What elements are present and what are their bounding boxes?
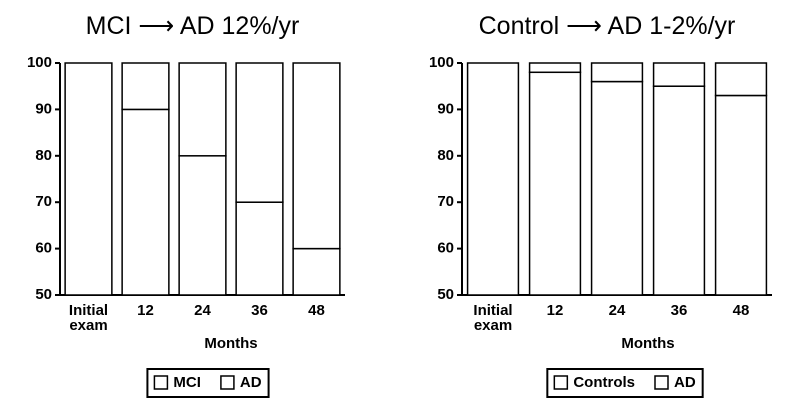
bar-segment (590, 62, 644, 83)
x-tick-label: Initial exam (473, 302, 512, 334)
y-tick-label: 50 (437, 286, 454, 303)
y-tick-label: 70 (35, 193, 52, 210)
bar-segment (121, 62, 170, 111)
legend: MCI AD (146, 368, 270, 398)
x-tick-label: 12 (137, 302, 154, 319)
bar-segment (292, 62, 341, 250)
x-tick-label: 48 (733, 302, 750, 319)
legend-swatch (553, 375, 569, 390)
legend-box (546, 368, 704, 398)
x-tick-label: 24 (609, 302, 626, 319)
x-axis-label: Months (621, 335, 674, 352)
bar-segment (590, 80, 644, 296)
bar-segment (714, 62, 768, 97)
x-tick-label: Initial exam (69, 302, 108, 334)
bar-segment (292, 247, 341, 296)
y-tick-label: 50 (35, 286, 52, 303)
x-tick-label: 36 (251, 302, 268, 319)
bar-segment (235, 201, 284, 296)
y-tick-label: 100 (27, 54, 52, 71)
bar-segment (178, 155, 227, 296)
y-tick-label: 70 (437, 193, 454, 210)
bar-segment (466, 62, 520, 296)
legend-box (146, 368, 270, 398)
bar-segment (64, 62, 113, 296)
chart-title: MCI ⟶ AD 12%/yr (86, 12, 300, 40)
legend-label: Controls (573, 374, 635, 391)
x-tick-label: 36 (671, 302, 688, 319)
legend-swatch (220, 375, 235, 390)
bar-segment (714, 94, 768, 296)
bar-segment (652, 85, 706, 296)
x-tick-label: 12 (547, 302, 564, 319)
bar-segment (121, 108, 170, 296)
x-tick-label: 24 (194, 302, 211, 319)
bar-segment (528, 71, 582, 296)
x-axis-label: Months (204, 335, 257, 352)
legend-label: AD (240, 374, 262, 391)
y-tick-label: 60 (437, 240, 454, 257)
legend-label: AD (674, 374, 696, 391)
x-tick-label: 48 (308, 302, 325, 319)
y-tick-label: 80 (437, 147, 454, 164)
bar-segment (178, 62, 227, 157)
y-tick-label: 90 (437, 100, 454, 117)
chart-title: Control ⟶ AD 1-2%/yr (479, 12, 736, 40)
bar-segment (528, 62, 582, 74)
legend-swatch (153, 375, 169, 390)
legend: Controls AD (546, 368, 704, 398)
y-tick-label: 100 (429, 54, 454, 71)
bar-segment (235, 62, 284, 203)
y-tick-label: 60 (35, 240, 52, 257)
y-tick-label: 80 (35, 147, 52, 164)
legend-swatch (654, 375, 669, 390)
y-tick-label: 90 (35, 100, 52, 117)
legend-label: MCI (173, 374, 201, 391)
bar-segment (652, 62, 706, 87)
